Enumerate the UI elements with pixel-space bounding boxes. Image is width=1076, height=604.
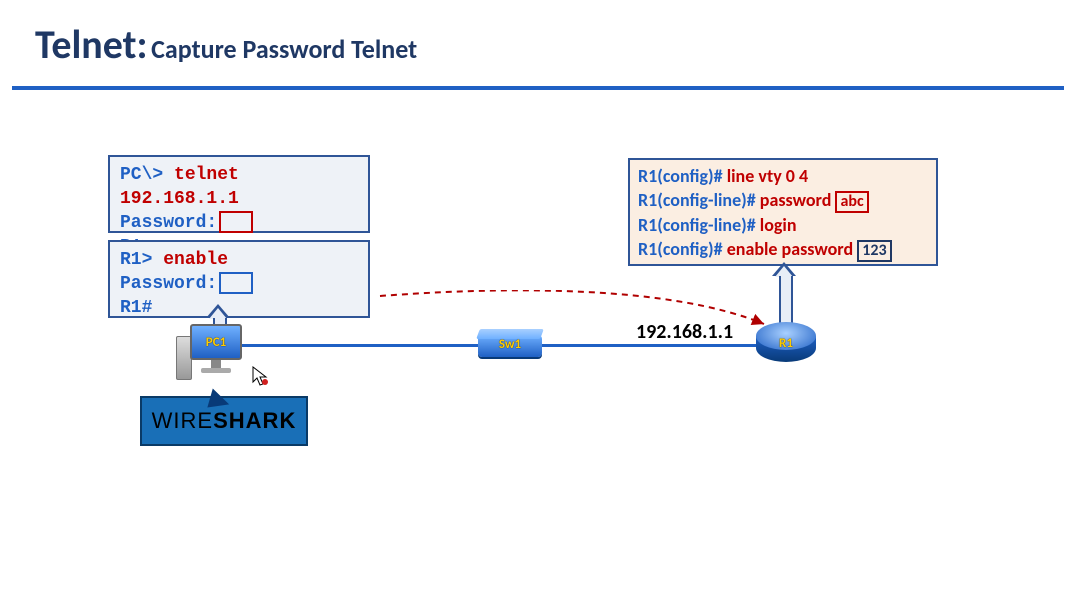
pc-base-icon: [201, 368, 231, 373]
terminal-line: Password:: [120, 272, 358, 296]
config-line: R1(config-line)# password abc: [638, 188, 928, 213]
slide-title: Telnet: Capture Password Telnet: [35, 20, 417, 69]
router-ip-label: 192.168.1.1: [636, 320, 733, 344]
title-sub: Capture Password Telnet: [151, 33, 417, 65]
router-label: R1: [756, 336, 816, 351]
pc-telnet-terminal: PC\> telnet 192.168.1.1 Password: R1>: [108, 155, 370, 233]
hidden-password-box: [219, 211, 253, 233]
pc-label: PC1: [192, 335, 240, 350]
wireshark-logo: WIRESHARK: [140, 396, 308, 446]
wireshark-wire: WIRE: [152, 408, 213, 433]
switch-label: Sw1: [478, 337, 542, 352]
command: login: [760, 214, 797, 236]
command: line vty 0 4: [727, 165, 808, 187]
prompt: R1(config-line)#: [638, 214, 756, 236]
wireshark-shark: SHARK: [213, 408, 296, 433]
pc-enable-terminal: R1> enable Password: R1#: [108, 240, 370, 318]
command: password: [760, 189, 832, 211]
prompt: R1(config)#: [638, 165, 723, 187]
switch-icon: Sw1: [478, 335, 542, 357]
title-rule: [12, 86, 1064, 90]
password-value: abc: [835, 191, 868, 213]
arrow-router-to-config-body: [779, 276, 793, 326]
mouse-cursor-icon: [252, 366, 270, 388]
router-config-box: R1(config)# line vty 0 4 R1(config-line)…: [628, 158, 938, 266]
hidden-password-box: [219, 272, 253, 294]
shark-fin-icon: [205, 387, 229, 408]
terminal-line: R1#: [120, 296, 358, 320]
prompt: R1>: [120, 250, 152, 270]
enable-password-value: 123: [857, 240, 891, 262]
terminal-line: Password:: [120, 211, 358, 235]
terminal-line: R1> enable: [120, 248, 358, 272]
pc-stand-icon: [211, 360, 221, 368]
prompt: Password:: [120, 274, 217, 294]
pc-monitor-icon: PC1: [190, 324, 242, 360]
wireshark-text: WIRESHARK: [152, 408, 297, 434]
config-line: R1(config)# enable password 123: [638, 237, 928, 262]
prompt: Password:: [120, 213, 217, 233]
terminal-line: PC\> telnet 192.168.1.1: [120, 163, 358, 211]
prompt: R1#: [120, 298, 152, 318]
router-icon: R1: [756, 322, 816, 368]
config-line: R1(config-line)# login: [638, 213, 928, 237]
prompt: PC\>: [120, 165, 163, 185]
prompt: R1(config)#: [638, 238, 723, 260]
pc-icon: PC1: [176, 324, 248, 388]
command: enable password: [727, 238, 853, 260]
config-line: R1(config)# line vty 0 4: [638, 164, 928, 188]
title-main: Telnet:: [35, 20, 148, 69]
command: enable: [163, 250, 228, 270]
prompt: R1(config-line)#: [638, 189, 756, 211]
